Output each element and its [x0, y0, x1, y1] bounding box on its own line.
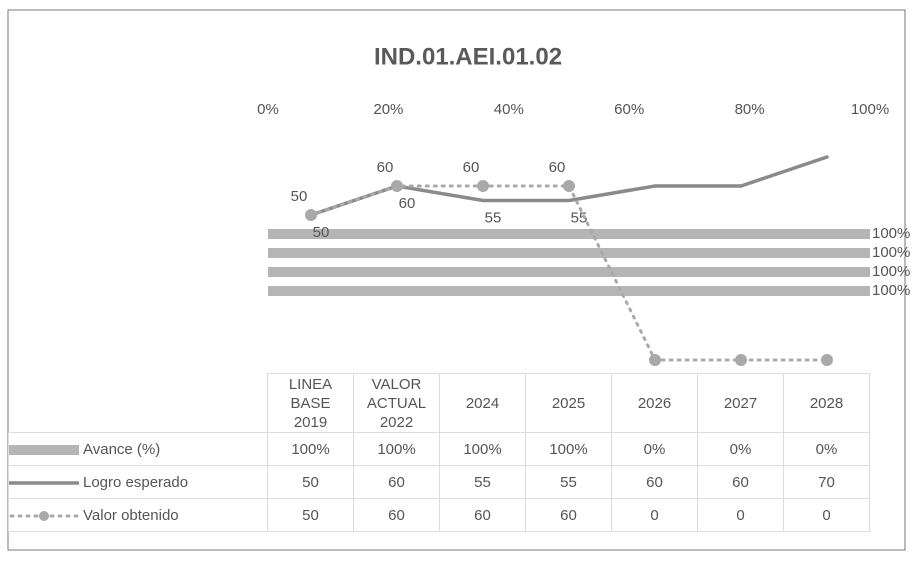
category-label: 2028 — [783, 373, 870, 433]
marker — [821, 354, 833, 366]
x-tick-label: 100% — [851, 101, 889, 118]
table-cell: 100% — [353, 432, 440, 466]
legend-key — [9, 480, 79, 485]
table-cell: 0 — [783, 498, 870, 532]
x-tick-label: 40% — [494, 101, 524, 118]
category-label: VALOR ACTUAL 2022 — [353, 373, 440, 433]
bar — [268, 286, 870, 296]
marker — [391, 180, 403, 192]
marker — [563, 180, 575, 192]
category-label: 2027 — [697, 373, 784, 433]
category-label: 2026 — [611, 373, 698, 433]
bar-label: 100% — [872, 282, 910, 299]
category-label: LINEA BASE 2019 — [267, 373, 354, 433]
data-label: 60 — [377, 159, 394, 176]
table-cell: 0% — [697, 432, 784, 466]
table-header: LINEA BASE 2019 VALOR ACTUAL 2022 2024 2025… — [9, 373, 870, 433]
bar-label: 100% — [872, 263, 910, 280]
data-label: 60 — [463, 159, 480, 176]
legend-label: Avance (%) — [83, 440, 161, 458]
table-cell: 70 — [783, 465, 870, 499]
table-cell: 0% — [611, 432, 698, 466]
table-cell: 50 — [267, 465, 354, 499]
table-cell: 60 — [353, 465, 440, 499]
legend-entry: Logro esperado — [8, 465, 268, 499]
legend-label: Logro esperado — [83, 473, 189, 491]
data-label: 50 — [313, 224, 330, 241]
table-cell: 60 — [439, 498, 526, 532]
data-label: 50 — [291, 188, 308, 205]
data-label: 55 — [571, 209, 588, 226]
table-cell: 100% — [525, 432, 612, 466]
data-label: 60 — [549, 159, 566, 176]
table-cell: 0 — [611, 498, 698, 532]
table-row: Avance (%) 100% 100% 100% 100% 0% 0% 0% — [8, 432, 870, 466]
bar — [268, 229, 870, 239]
table-cell: 0 — [697, 498, 784, 532]
legend-entry: Valor obtenido — [8, 498, 268, 532]
x-tick-label: 80% — [735, 101, 765, 118]
table-cell: 60 — [353, 498, 440, 532]
marker — [735, 354, 747, 366]
bar-label: 100% — [872, 225, 910, 242]
table-corner — [9, 374, 268, 433]
table-cell: 55 — [525, 465, 612, 499]
data-table: LINEA BASE 2019 VALOR ACTUAL 2022 2024 2025… — [8, 373, 870, 532]
category-label: 2024 — [439, 373, 526, 433]
table-cell: 50 — [267, 498, 354, 532]
table-cell: 100% — [267, 432, 354, 466]
category-label: 2025 — [525, 373, 612, 433]
marker — [477, 180, 489, 192]
bar — [268, 248, 870, 258]
data-label: 60 — [399, 195, 416, 212]
legend-key — [9, 510, 79, 521]
x-tick-label: 60% — [614, 101, 644, 118]
table-row: Logro esperado 50 60 55 55 60 60 70 — [8, 465, 870, 499]
legend-key — [9, 444, 79, 455]
table-cell: 100% — [439, 432, 526, 466]
table-cell: 0% — [783, 432, 870, 466]
x-tick-label: 20% — [373, 101, 403, 118]
table-cell: 60 — [611, 465, 698, 499]
legend-entry: Avance (%) — [8, 432, 268, 466]
table-row: Valor obtenido 50 60 60 60 0 0 0 — [8, 498, 870, 532]
chart-title: IND.01.AEI.01.02 — [374, 43, 562, 70]
marker — [649, 354, 661, 366]
table-cell: 60 — [525, 498, 612, 532]
data-label: 55 — [485, 209, 502, 226]
table-cell: 60 — [697, 465, 784, 499]
frame — [7, 9, 906, 551]
bar-label: 100% — [872, 244, 910, 261]
x-tick-label: 0% — [257, 101, 279, 118]
bar — [268, 267, 870, 277]
table-cell: 55 — [439, 465, 526, 499]
marker — [305, 209, 317, 221]
legend-label: Valor obtenido — [83, 506, 179, 524]
